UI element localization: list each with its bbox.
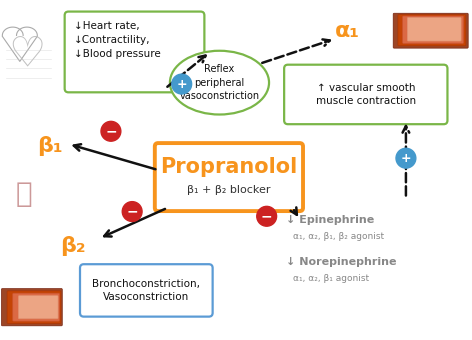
Circle shape	[101, 121, 121, 141]
Circle shape	[172, 74, 192, 94]
FancyBboxPatch shape	[2, 14, 57, 97]
Text: β₁ + β₂ blocker: β₁ + β₂ blocker	[187, 185, 270, 195]
Text: 🫁: 🫁	[15, 180, 32, 208]
Text: ↓Heart rate,
↓Contractility,
↓Blood pressure: ↓Heart rate, ↓Contractility, ↓Blood pres…	[74, 21, 161, 59]
Text: α₁, α₂, β₁ agonist: α₁, α₂, β₁ agonist	[293, 274, 369, 283]
Text: α₁: α₁	[335, 21, 359, 41]
Text: β₂: β₂	[60, 236, 86, 256]
FancyBboxPatch shape	[393, 13, 468, 48]
FancyBboxPatch shape	[403, 16, 464, 44]
FancyBboxPatch shape	[398, 15, 466, 46]
FancyBboxPatch shape	[18, 295, 58, 319]
Circle shape	[257, 206, 277, 226]
Text: ↓ Norepinephrine: ↓ Norepinephrine	[286, 257, 396, 267]
FancyBboxPatch shape	[407, 17, 461, 41]
Text: β₁: β₁	[37, 136, 62, 156]
Text: −: −	[126, 205, 138, 219]
FancyBboxPatch shape	[284, 65, 447, 124]
FancyBboxPatch shape	[7, 291, 61, 323]
Text: ↓ Epinephrine: ↓ Epinephrine	[286, 215, 374, 225]
FancyBboxPatch shape	[80, 264, 212, 317]
Ellipse shape	[170, 51, 269, 115]
Circle shape	[122, 202, 142, 221]
Text: α₁, α₂, β₁, β₂ agonist: α₁, α₂, β₁, β₂ agonist	[293, 232, 384, 241]
Text: −: −	[105, 124, 117, 138]
FancyBboxPatch shape	[1, 289, 62, 326]
Text: Propranolol: Propranolol	[160, 157, 297, 177]
Text: Bronchoconstriction,
Vasoconstriction: Bronchoconstriction, Vasoconstriction	[93, 279, 200, 302]
FancyBboxPatch shape	[65, 12, 204, 92]
Circle shape	[396, 148, 416, 168]
FancyBboxPatch shape	[155, 143, 303, 211]
Text: ♡: ♡	[8, 33, 46, 75]
Text: +: +	[401, 152, 411, 165]
Text: +: +	[177, 78, 187, 90]
FancyBboxPatch shape	[13, 293, 59, 321]
Text: Reflex
peripheral
vasoconstriction: Reflex peripheral vasoconstriction	[179, 65, 260, 101]
Text: −: −	[261, 209, 272, 223]
Text: ↑ vascular smooth
muscle contraction: ↑ vascular smooth muscle contraction	[316, 83, 416, 106]
